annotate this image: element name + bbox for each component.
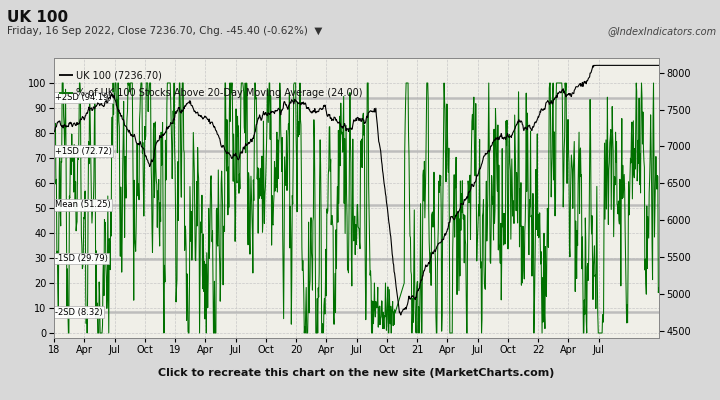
- Text: Mean (51.25): Mean (51.25): [55, 200, 111, 209]
- Text: +1SD (72.72): +1SD (72.72): [55, 147, 112, 156]
- Text: Click to recreate this chart on the new site (MarketCharts.com): Click to recreate this chart on the new …: [158, 368, 554, 378]
- Text: -2SD (8.32): -2SD (8.32): [55, 308, 103, 317]
- Text: UK 100 (7236.70): UK 100 (7236.70): [76, 70, 163, 80]
- Text: UK 100: UK 100: [7, 10, 68, 25]
- Text: Friday, 16 Sep 2022, Close 7236.70, Chg. -45.40 (-0.62%)  ▼: Friday, 16 Sep 2022, Close 7236.70, Chg.…: [7, 26, 323, 36]
- Text: -1SD (29.79): -1SD (29.79): [55, 254, 108, 263]
- Text: @IndexIndicators.com: @IndexIndicators.com: [607, 26, 716, 36]
- Text: % of UK 100 Stocks Above 20-Day Moving Average (24.00): % of UK 100 Stocks Above 20-Day Moving A…: [76, 88, 363, 98]
- Text: +2SD (94.19): +2SD (94.19): [55, 93, 112, 102]
